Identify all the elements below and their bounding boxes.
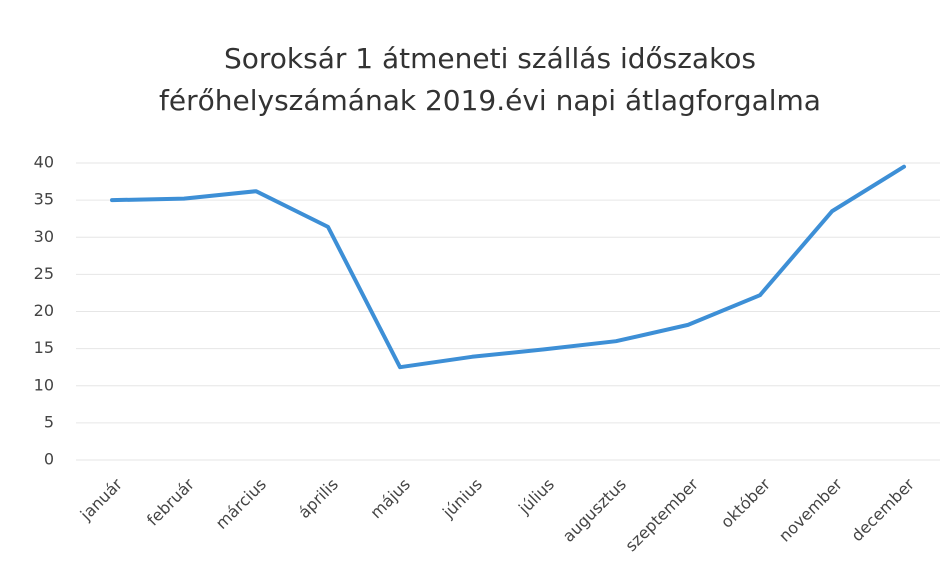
y-tick-label: 30: [34, 227, 54, 246]
x-tick-label: június: [438, 475, 486, 523]
x-tick-label: október: [717, 474, 774, 531]
x-tick-label: március: [212, 475, 270, 533]
y-tick-label: 10: [34, 375, 54, 394]
x-tick-label: december: [847, 474, 918, 545]
x-tick-label: július: [514, 475, 558, 519]
x-tick-label: április: [294, 475, 342, 523]
x-tick-label: január: [76, 474, 126, 524]
chart-title: férőhelyszámának 2019.évi napi átlagforg…: [159, 84, 821, 117]
data-line: [110, 164, 906, 370]
y-tick-label: 35: [34, 190, 54, 209]
y-tick-label: 20: [34, 301, 54, 320]
x-tick-label: szeptember: [621, 474, 702, 555]
x-tick-label: február: [143, 474, 198, 529]
y-tick-label: 15: [34, 338, 54, 357]
chart-title: Soroksár 1 átmeneti szállás időszakos: [224, 42, 756, 75]
x-tick-label: május: [366, 475, 414, 523]
x-tick-label: november: [775, 474, 846, 545]
x-tick-label: augusztus: [559, 475, 630, 546]
y-tick-label: 40: [34, 153, 54, 172]
y-tick-label: 0: [44, 450, 54, 469]
y-tick-label: 25: [34, 264, 54, 283]
y-tick-label: 5: [44, 412, 54, 431]
